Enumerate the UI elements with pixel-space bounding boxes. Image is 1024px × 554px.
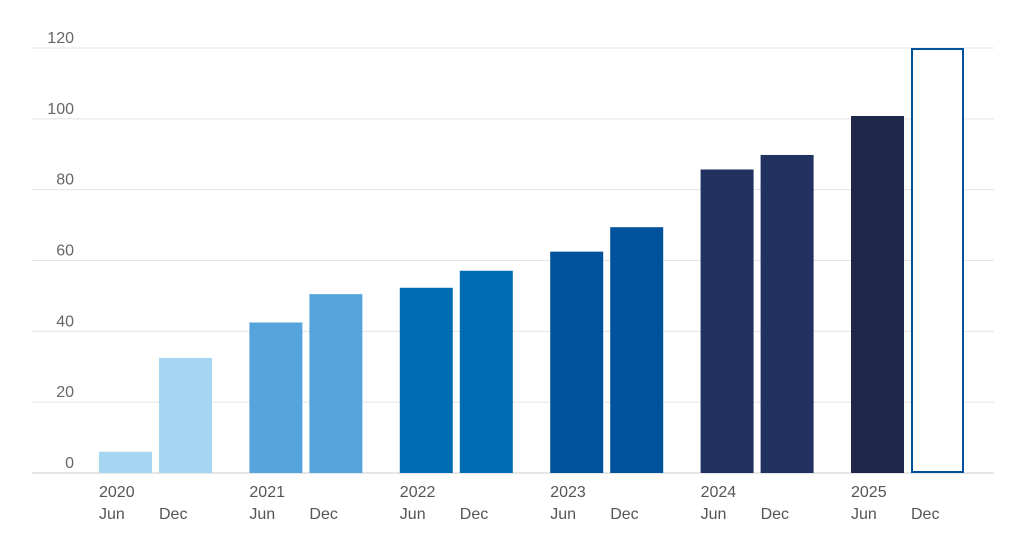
bar-dec-11 (911, 48, 964, 473)
x-year-label-2021: 2021 (249, 484, 285, 501)
bar-2024-8 (700, 169, 754, 473)
y-tick-label-40: 40 (56, 313, 74, 330)
x-year-label-2024: 2024 (701, 484, 737, 501)
bar-2020-0 (99, 451, 152, 473)
bar-2025-10 (851, 116, 904, 473)
bar-dec-1 (159, 357, 212, 473)
y-axis-tick-labels: 0 20 40 60 80 100 120 (47, 30, 74, 472)
bar-2021-2 (249, 322, 303, 473)
y-tick-label-100: 100 (47, 101, 74, 118)
bar-dec-3 (309, 294, 363, 473)
y-tick-label-120: 120 (47, 30, 74, 47)
y-tick-label-20: 20 (56, 384, 74, 401)
x-period-label-7: Dec (610, 506, 638, 523)
y-tick-label-0: 0 (65, 455, 74, 472)
bar-dec-7 (610, 227, 664, 473)
bar-dec-5 (459, 270, 513, 473)
x-period-label-1: Dec (159, 506, 187, 523)
x-period-label-4: Jun (400, 506, 426, 523)
x-period-label-6: Jun (550, 506, 576, 523)
x-period-label-11: Dec (911, 506, 939, 523)
bar-2022-4 (399, 287, 453, 473)
x-period-label-9: Dec (761, 506, 789, 523)
x-year-label-2020: 2020 (99, 484, 135, 501)
bars (99, 48, 964, 474)
x-period-label-5: Dec (460, 506, 488, 523)
x-period-label-2: Jun (249, 506, 275, 523)
y-tick-label-60: 60 (56, 243, 74, 260)
x-year-label-2025: 2025 (851, 484, 887, 501)
x-year-label-2022: 2022 (400, 484, 436, 501)
x-period-label-10: Jun (851, 506, 877, 523)
bar-2023-6 (550, 251, 604, 473)
y-tick-label-80: 80 (56, 172, 74, 189)
x-period-label-8: Jun (701, 506, 727, 523)
x-period-label-0: Jun (99, 506, 125, 523)
x-year-label-2023: 2023 (550, 484, 586, 501)
x-axis-labels: 2020 Jun Dec 2021 Jun Dec 2022 Jun Dec 2023 Jun Dec… (99, 484, 939, 523)
x-period-label-3: Dec (309, 506, 337, 523)
bar-dec-9 (760, 154, 814, 474)
